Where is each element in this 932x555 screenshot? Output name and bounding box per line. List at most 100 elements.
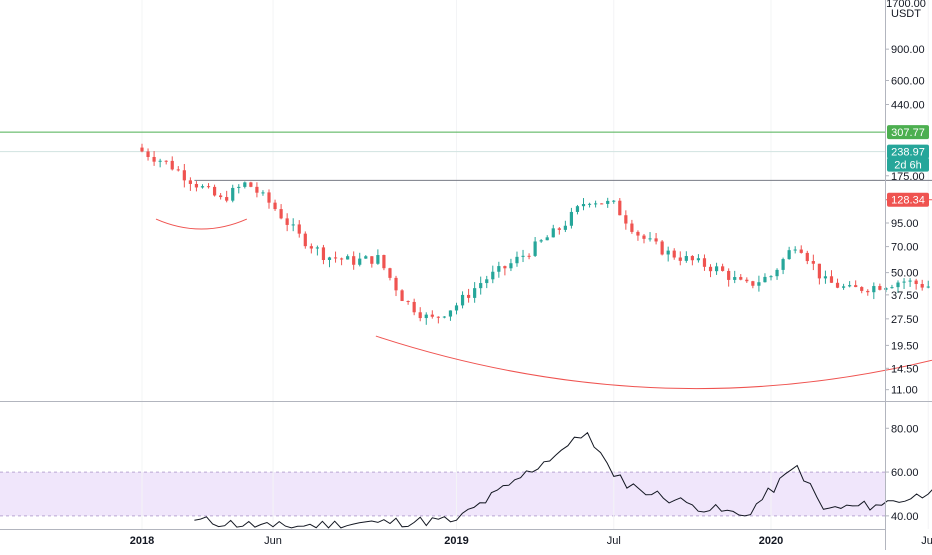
candle[interactable] (539, 239, 543, 243)
candle[interactable] (769, 275, 773, 281)
candle[interactable] (424, 312, 428, 325)
candle[interactable] (436, 316, 440, 324)
candle[interactable] (835, 278, 840, 289)
candle[interactable] (551, 224, 555, 238)
candle[interactable] (231, 184, 235, 203)
candle[interactable] (727, 268, 731, 287)
candle[interactable] (763, 273, 767, 283)
candle[interactable] (273, 199, 277, 211)
candle[interactable] (194, 181, 199, 192)
candle[interactable] (206, 183, 211, 189)
candle[interactable] (364, 255, 368, 259)
candle[interactable] (454, 302, 459, 315)
candle[interactable] (920, 279, 924, 291)
candle[interactable] (515, 251, 519, 267)
candle[interactable] (860, 286, 864, 294)
candle[interactable] (805, 250, 809, 265)
candle[interactable] (430, 310, 434, 319)
rsi-axis[interactable]: 80.00 60.00 40.00 (885, 423, 919, 523)
candle[interactable] (479, 276, 483, 295)
candle[interactable] (309, 243, 313, 254)
candle[interactable] (587, 202, 592, 208)
candle[interactable] (358, 252, 362, 267)
candle[interactable] (612, 199, 616, 204)
candle[interactable] (817, 263, 821, 285)
candle[interactable] (545, 235, 549, 241)
candle[interactable] (412, 298, 416, 316)
candle[interactable] (237, 184, 241, 194)
candle[interactable] (315, 245, 319, 256)
candle[interactable] (170, 156, 174, 171)
candle[interactable] (503, 265, 507, 276)
candle[interactable] (219, 193, 223, 200)
candle[interactable] (303, 231, 307, 249)
candle[interactable] (188, 177, 192, 191)
candle[interactable] (466, 288, 471, 303)
candle[interactable] (902, 278, 906, 289)
candle[interactable] (333, 251, 338, 263)
candle[interactable] (594, 200, 598, 208)
candle[interactable] (823, 270, 828, 284)
candle[interactable] (739, 274, 743, 281)
candle[interactable] (370, 256, 374, 268)
candle[interactable] (394, 275, 398, 297)
candlestick-series[interactable] (140, 143, 932, 325)
candle[interactable] (418, 307, 422, 322)
candle[interactable] (624, 210, 628, 230)
candle[interactable] (406, 300, 410, 305)
candle[interactable] (182, 163, 186, 188)
candle[interactable] (714, 262, 719, 275)
candle[interactable] (243, 181, 247, 189)
candle[interactable] (926, 280, 930, 289)
candle[interactable] (787, 246, 791, 260)
candle[interactable] (473, 282, 477, 303)
candle[interactable] (866, 289, 870, 296)
candle[interactable] (140, 143, 144, 153)
candle[interactable] (291, 218, 295, 232)
candle[interactable] (176, 166, 180, 172)
candle[interactable] (636, 230, 640, 241)
candle[interactable] (581, 198, 586, 211)
candle[interactable] (158, 158, 162, 168)
candle[interactable] (878, 283, 882, 291)
candle[interactable] (327, 256, 332, 268)
candle[interactable] (781, 257, 785, 275)
candle[interactable] (600, 203, 604, 205)
candle[interactable] (261, 190, 265, 196)
candle[interactable] (666, 246, 670, 262)
candle[interactable] (485, 275, 489, 289)
candle[interactable] (751, 280, 755, 289)
time-axis[interactable]: 2018Jun2019Jul2020Jul2021Jun2022Jun (130, 535, 932, 547)
candle[interactable] (841, 283, 846, 290)
candle[interactable] (618, 198, 622, 216)
candle[interactable] (388, 267, 392, 281)
candle[interactable] (678, 251, 682, 266)
candle[interactable] (557, 227, 561, 235)
candle[interactable] (267, 189, 271, 209)
candle[interactable] (672, 248, 676, 260)
candle[interactable] (872, 282, 876, 300)
candle[interactable] (346, 254, 350, 260)
cup-curve[interactable] (375, 335, 932, 390)
candle[interactable] (654, 232, 658, 245)
candle[interactable] (164, 160, 168, 165)
left-shoulder-curve[interactable] (155, 218, 248, 230)
rsi-series[interactable] (194, 409, 932, 529)
candle[interactable] (255, 182, 259, 198)
candle[interactable] (521, 249, 525, 263)
candle[interactable] (563, 220, 567, 233)
candle[interactable] (285, 213, 289, 232)
candle[interactable] (660, 240, 664, 256)
candle[interactable] (200, 184, 205, 189)
candle[interactable] (702, 254, 707, 271)
rsi-line[interactable] (194, 409, 932, 529)
candle[interactable] (648, 232, 652, 242)
candle[interactable] (225, 190, 229, 203)
candle[interactable] (442, 316, 447, 319)
candle[interactable] (793, 246, 797, 254)
candle[interactable] (890, 284, 894, 289)
candle[interactable] (279, 204, 283, 220)
candle[interactable] (642, 233, 646, 244)
